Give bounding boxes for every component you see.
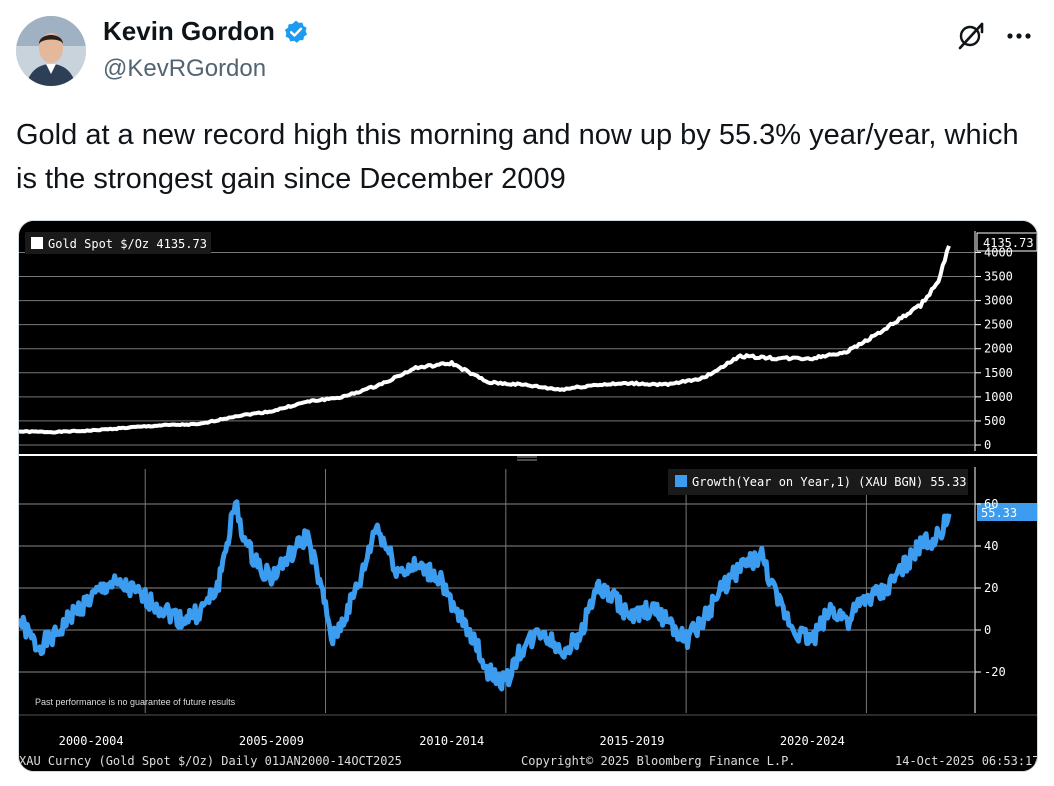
bottom-last-value-box <box>977 503 1037 521</box>
x-axis-label: 2000-2004 <box>59 734 124 748</box>
top-last-value: 4135.73 <box>983 236 1034 250</box>
bottom-axis-tick-label: 20 <box>984 581 998 595</box>
x-axis-label: 2015-2019 <box>600 734 665 748</box>
author-name[interactable]: Kevin Gordon <box>103 16 275 46</box>
bottom-legend-swatch <box>675 475 687 487</box>
more-icon[interactable] <box>1003 20 1035 52</box>
bottom-y-axis: 60 40 20 0 -20 <box>974 467 1006 713</box>
grok-icon[interactable] <box>955 20 987 52</box>
bottom-last-value: 55.33 <box>981 506 1017 520</box>
top-axis-tick-label: 2500 <box>984 318 1013 332</box>
author-handle[interactable]: @KevRGordon <box>103 55 267 82</box>
x-axis-label: 2005-2009 <box>239 734 304 748</box>
footer-timestamp: 14-Oct-2025 06:53:17 <box>895 754 1037 768</box>
bottom-axis-tick-label: 60 <box>984 497 998 511</box>
bottom-axis-tick-label: 0 <box>984 623 991 637</box>
top-y-axis: 4000 3500 3000 2500 2000 1500 1000 500 0 <box>974 231 1013 452</box>
x-axis-labels: 2000-2004 2005-2009 2010-2014 2015-2019 2020… <box>59 734 845 748</box>
top-axis-tick-label: 0 <box>984 438 991 452</box>
avatar-image <box>16 16 86 86</box>
top-axis-tick-label: 4000 <box>984 245 1013 259</box>
bottom-legend-text: Growth(Year on Year,1) (XAU BGN) 55.33 <box>692 475 967 489</box>
yoy-growth-series <box>19 499 952 692</box>
top-legend-box <box>25 232 211 254</box>
bottom-axis-tick-label: 40 <box>984 539 998 553</box>
tweet-media-chart[interactable]: Gold Spot $/Oz 4135.73 4135.73 Growth(Ye… <box>18 220 1038 772</box>
avatar[interactable] <box>16 16 86 86</box>
top-last-value-box <box>976 232 1037 252</box>
x-axis-label: 2020-2024 <box>780 734 845 748</box>
bottom-axis-tick-label: -20 <box>984 665 1006 679</box>
tweet-text: Gold at a new record high this morning a… <box>16 119 1019 195</box>
top-legend-swatch <box>31 237 43 249</box>
top-axis-tick-label: 2000 <box>984 342 1013 356</box>
verified-badge-icon <box>284 20 307 43</box>
footer-copyright: Copyright© 2025 Bloomberg Finance L.P. <box>521 754 796 768</box>
top-axis-tick-label: 1000 <box>984 390 1013 404</box>
top-axis-tick-label: 3000 <box>984 294 1013 308</box>
top-axis-tick-label: 3500 <box>984 270 1013 284</box>
top-legend-text: Gold Spot $/Oz 4135.73 <box>48 237 207 251</box>
top-axis-tick-label: 500 <box>984 414 1006 428</box>
x-axis-label: 2010-2014 <box>419 734 484 748</box>
footer-source: XAU Curncy (Gold Spot $/Oz) Daily 01JAN2… <box>19 754 402 768</box>
gold-price-series <box>19 245 951 435</box>
top-panel-grid <box>19 251 974 446</box>
bloomberg-chart: Gold Spot $/Oz 4135.73 4135.73 Growth(Ye… <box>19 221 1037 771</box>
bottom-legend-box <box>668 469 968 495</box>
top-axis-tick-label: 1500 <box>984 366 1013 380</box>
author-name-row[interactable]: Kevin Gordon <box>103 16 309 47</box>
disclaimer-text: Past performance is no guarantee of futu… <box>35 697 236 707</box>
